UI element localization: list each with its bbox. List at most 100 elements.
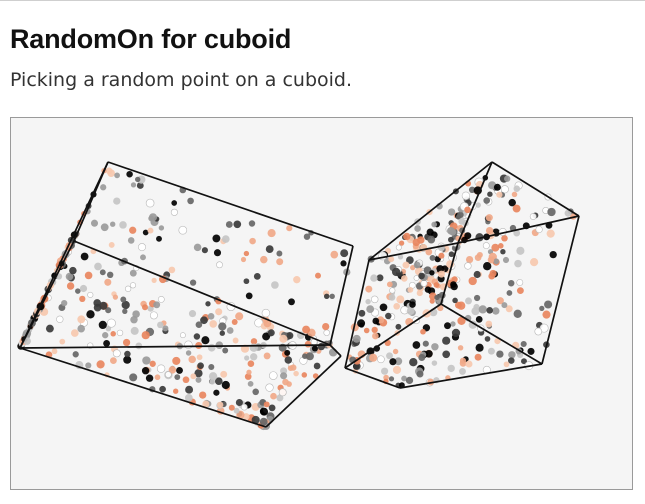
random-point — [418, 272, 425, 280]
random-point — [459, 367, 466, 375]
random-point — [218, 322, 227, 331]
random-points-layer — [17, 167, 577, 431]
random-point — [505, 305, 513, 313]
random-point — [112, 294, 119, 300]
random-point — [142, 229, 149, 236]
random-point — [135, 176, 141, 183]
random-point — [188, 310, 197, 318]
random-point — [396, 295, 405, 304]
random-point — [235, 312, 244, 321]
random-point — [420, 279, 428, 287]
random-point — [452, 297, 458, 304]
random-point — [520, 340, 527, 348]
random-point — [185, 350, 192, 356]
random-point — [451, 276, 458, 283]
random-point — [189, 279, 197, 286]
graphics-output — [10, 117, 633, 490]
random-point — [116, 329, 124, 337]
random-point — [539, 305, 545, 312]
random-point — [188, 355, 196, 364]
random-point — [157, 296, 165, 303]
random-point — [263, 352, 271, 360]
random-point — [450, 281, 457, 288]
cuboid-edge — [491, 161, 580, 217]
random-point — [492, 307, 500, 315]
random-point — [447, 208, 456, 216]
random-point — [389, 287, 396, 294]
random-point — [514, 259, 522, 268]
random-point — [475, 202, 481, 208]
random-point — [98, 320, 107, 330]
random-point — [228, 404, 235, 411]
random-point — [493, 258, 500, 265]
random-point — [434, 294, 440, 301]
random-point — [329, 348, 338, 357]
cuboid-edge — [399, 363, 543, 389]
random-point — [130, 182, 137, 188]
random-point — [105, 326, 112, 332]
random-point — [112, 349, 121, 358]
random-point — [491, 243, 500, 252]
random-point — [216, 261, 223, 269]
random-point — [145, 198, 155, 208]
random-point — [379, 303, 388, 312]
random-point — [487, 191, 493, 197]
random-point — [124, 285, 132, 292]
random-point — [413, 261, 421, 269]
random-point — [80, 252, 89, 261]
random-point — [265, 245, 274, 253]
random-point — [154, 374, 161, 381]
random-point — [388, 376, 395, 382]
random-point — [508, 198, 516, 207]
random-point — [244, 373, 252, 380]
random-point — [448, 236, 454, 243]
random-point — [290, 364, 297, 371]
page-subtitle: Picking a random point on a cuboid. — [10, 69, 353, 91]
random-point — [69, 266, 77, 275]
random-point — [547, 207, 556, 217]
cuboid-edge — [440, 303, 543, 365]
random-point — [106, 271, 114, 279]
random-point — [267, 229, 276, 238]
random-point — [516, 279, 524, 286]
random-point — [301, 372, 308, 378]
random-point — [293, 276, 301, 284]
random-point — [59, 338, 66, 345]
random-point — [512, 204, 521, 213]
random-point — [500, 185, 509, 194]
random-point — [151, 277, 157, 283]
random-point — [284, 349, 291, 356]
random-point — [99, 269, 106, 276]
random-point — [162, 325, 169, 332]
cuboid-edge — [368, 242, 459, 261]
random-point — [496, 297, 504, 305]
random-point — [544, 300, 553, 309]
random-point — [79, 295, 86, 303]
random-point — [416, 290, 423, 297]
random-point — [304, 340, 312, 348]
random-point — [126, 170, 133, 178]
random-point — [148, 213, 158, 222]
random-point — [529, 213, 537, 220]
random-point — [474, 353, 482, 361]
random-point — [70, 329, 79, 337]
random-point — [103, 339, 111, 347]
top-divider — [0, 0, 645, 1]
random-point — [199, 391, 207, 399]
random-point — [66, 282, 75, 290]
random-point — [263, 319, 272, 328]
random-point — [398, 240, 405, 246]
random-point — [200, 316, 208, 325]
cuboid-edge — [541, 215, 580, 365]
random-point — [483, 262, 492, 271]
random-point — [303, 233, 311, 240]
random-point — [142, 304, 148, 311]
random-point — [535, 225, 543, 234]
random-point — [516, 246, 525, 255]
random-point — [293, 370, 299, 377]
random-point — [100, 184, 107, 191]
random-point — [464, 206, 471, 214]
random-point — [500, 249, 506, 255]
random-point — [397, 254, 404, 260]
random-point — [219, 330, 225, 336]
